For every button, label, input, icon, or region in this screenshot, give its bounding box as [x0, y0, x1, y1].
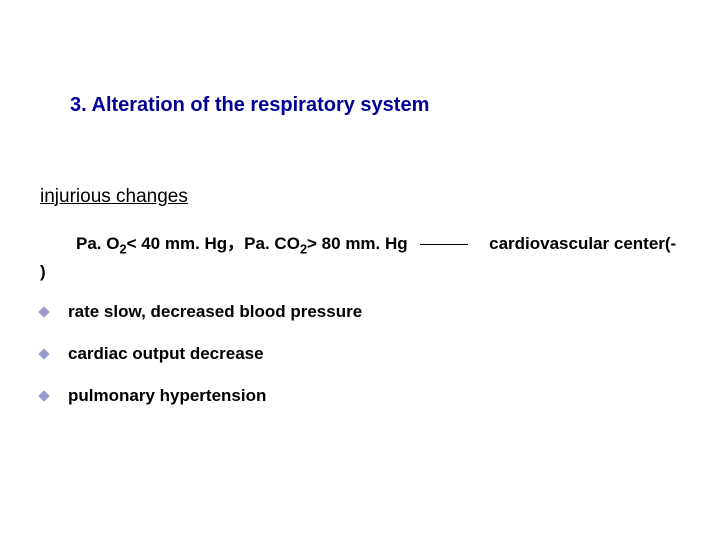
subtitle-injurious-changes: injurious changes [40, 186, 188, 208]
formula-part3: > 80 mm. Hg [307, 234, 408, 253]
diamond-bullet-icon [38, 390, 49, 401]
bullet-text-2: pulmonary hypertension [68, 386, 266, 406]
formula-sub2: 2 [300, 241, 307, 256]
bullet-row-2: pulmonary hypertension [40, 386, 266, 406]
formula-line: Pa. O2< 40 mm. Hg，Pa. CO2> 80 mm. Hg car… [76, 229, 676, 256]
bullet-row-0: rate slow, decreased blood pressure [40, 302, 362, 322]
arrow-icon [420, 244, 468, 245]
formula-sub1: 2 [119, 241, 126, 256]
formula-part2: < 40 mm. Hg，Pa. CO [127, 234, 300, 253]
bullet-text-1: cardiac output decrease [68, 344, 264, 364]
diamond-bullet-icon [38, 348, 49, 359]
formula-tail: cardiovascular center(- [489, 234, 676, 253]
closing-paren: ) [40, 262, 46, 282]
diamond-bullet-icon [38, 306, 49, 317]
bullet-text-0: rate slow, decreased blood pressure [68, 302, 362, 322]
bullet-row-1: cardiac output decrease [40, 344, 264, 364]
formula-part1: Pa. O [76, 234, 119, 253]
slide-title: 3. Alteration of the respiratory system [70, 94, 429, 117]
